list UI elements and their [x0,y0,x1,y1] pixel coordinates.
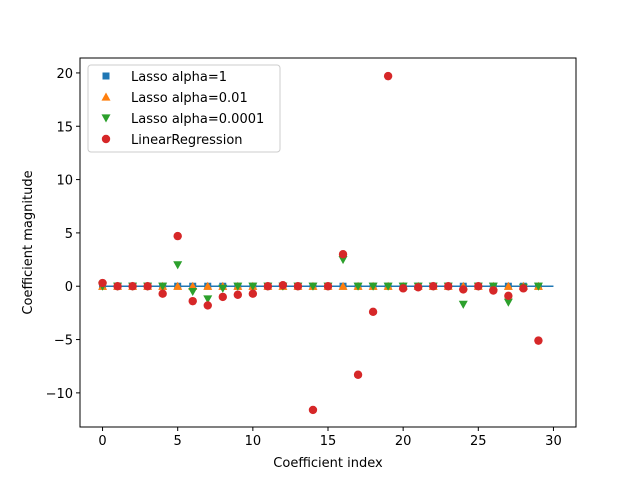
legend-label: LinearRegression [131,133,243,148]
x-tick-label: 30 [545,434,562,449]
data-point [533,282,543,291]
data-point [503,281,513,290]
legend-box [87,64,281,153]
y-tick-label: −5 [54,334,73,349]
data-point [188,281,198,290]
plot-area [98,71,554,415]
data-point [338,250,348,259]
data-point [444,282,453,291]
legend-item: Lasso alpha=1 [102,70,227,85]
series-3 [98,71,543,415]
data-point [398,284,408,293]
data-point [203,295,213,304]
y-tick-label: 0 [65,280,73,295]
data-point [429,282,438,291]
data-point [353,282,363,291]
x-tick-label: 15 [320,434,337,449]
data-point [278,280,288,290]
y-axis: −10 −5 0 5 10 15 20 [46,67,80,402]
legend-marker [101,114,111,123]
x-tick-label: 10 [245,434,262,449]
data-point [308,405,318,415]
data-point [293,282,303,291]
data-point [128,282,137,291]
legend-label: Lasso alpha=1 [131,70,227,85]
data-point [458,300,468,309]
data-point [158,282,168,291]
data-point [323,282,333,291]
x-tick-label: 20 [395,434,412,449]
legend-item: Lasso alpha=0.01 [101,91,248,106]
legend-label: Lasso alpha=0.01 [131,91,248,106]
data-point [248,282,258,291]
legend: Lasso alpha=1 Lasso alpha=0.01 Lasso alpha… [87,64,281,153]
data-point [188,296,197,306]
data-point [173,231,182,241]
legend-item: LinearRegression [101,133,243,148]
data-point [218,284,228,293]
data-point [188,287,198,297]
data-point [504,291,513,301]
data-point [338,255,348,265]
data-point [368,282,378,291]
data-point [368,307,378,317]
data-point [113,282,122,291]
data-point [173,281,183,290]
data-point [474,282,483,291]
legend-marker [101,92,111,101]
data-point [338,281,348,290]
legend-item: Lasso alpha=0.0001 [101,112,264,127]
data-point [98,278,107,288]
y-tick-label: 10 [56,174,73,189]
x-tick-label: 0 [98,434,106,449]
y-tick-label: 5 [65,227,73,242]
data-point [383,71,393,81]
y-tick-label: 20 [56,67,73,82]
data-point [353,370,363,379]
data-point [308,282,318,291]
data-point [203,301,212,310]
legend-label: Lasso alpha=0.0001 [131,112,264,127]
data-point [413,283,423,292]
x-tick-label: 25 [470,434,487,449]
data-point [248,289,258,298]
data-point [459,285,468,294]
data-point [383,282,393,291]
x-axis-label: Coefficient index [273,456,383,471]
legend-marker [101,134,111,144]
data-point [489,286,498,295]
x-axis: 0 5 10 15 20 25 30 [98,427,562,449]
data-point [519,284,528,293]
data-point [158,289,167,298]
legend-marker [102,72,110,80]
data-point [218,292,227,302]
data-point [143,282,152,291]
x-tick-label: 5 [174,434,182,449]
y-tick-label: 15 [56,120,73,135]
data-point [503,298,513,307]
data-point [263,282,273,291]
data-point [173,261,183,270]
y-tick-label: −10 [46,387,73,402]
data-point [233,282,243,291]
data-point [203,281,213,290]
data-point [233,290,243,299]
y-axis-label: Coefficient magnitude [21,170,36,314]
data-point [534,336,543,345]
